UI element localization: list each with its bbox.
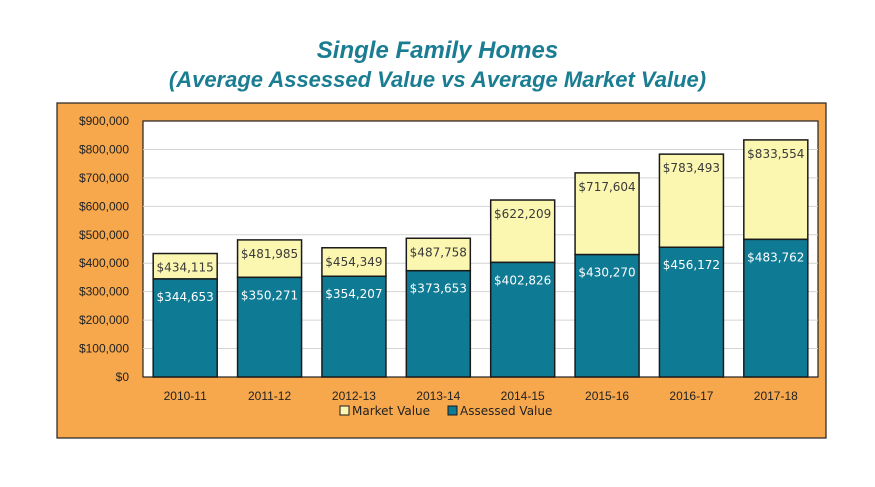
bar-market-value <box>574 172 640 256</box>
market-value-label: $454,349 <box>325 255 382 269</box>
chart-title-block: Single Family Homes (Average Assessed Va… <box>0 36 875 94</box>
assessed-value-label: $373,653 <box>410 282 467 296</box>
x-tick-label: 2011-12 <box>248 389 291 403</box>
market-value-label: $717,604 <box>578 180 635 194</box>
bar-assessed-value <box>152 278 218 378</box>
chart-subtitle: (Average Assessed Value vs Average Marke… <box>168 67 707 92</box>
y-tick-label: $100,000 <box>79 342 129 356</box>
bar-assessed-value <box>658 246 725 378</box>
assessed-value-label: $402,826 <box>494 273 551 287</box>
chart-title: Single Family Homes <box>316 37 559 64</box>
bar-market-value <box>321 247 387 277</box>
assessed-value-label: $456,172 <box>663 258 720 272</box>
x-tick-label: 2010-11 <box>164 389 207 403</box>
bar-assessed-value <box>489 261 556 378</box>
x-tick-label: 2016-17 <box>669 389 713 403</box>
bars: $434,115 $344,653 $481,985 $350,271 $454,349… <box>152 139 809 378</box>
y-tick-label: $200,000 <box>79 313 129 327</box>
market-value-label: $783,493 <box>663 161 720 175</box>
market-value-label: $833,554 <box>747 147 804 161</box>
market-value-label: $434,115 <box>157 261 214 275</box>
bar-market-value <box>236 239 303 279</box>
y-axis-ticks: $0 $100,000 $200,000 $300,000 $400,000 $500,0… <box>79 114 129 384</box>
x-tick-label: 2015-16 <box>585 389 629 403</box>
market-value-label: $622,209 <box>494 207 551 221</box>
bar-market-value <box>658 153 725 248</box>
legend: Market Value Assessed Value <box>339 404 552 418</box>
y-tick-label: $700,000 <box>79 171 129 185</box>
y-tick-label: $600,000 <box>79 199 129 213</box>
x-axis-ticks: 2010-11 2011-12 2012-13 2013-14 2014-15 2015-… <box>164 389 799 403</box>
y-tick-label: $500,000 <box>79 228 129 242</box>
legend-swatch <box>447 405 458 416</box>
y-tick-label: $900,000 <box>79 114 129 128</box>
x-tick-label: 2012-13 <box>332 389 376 403</box>
y-tick-label: $400,000 <box>79 256 129 270</box>
legend-label: Assessed Value <box>460 404 552 418</box>
assessed-value-label: $350,271 <box>241 288 298 302</box>
assessed-value-label: $483,762 <box>747 250 804 264</box>
bar-market-value <box>405 237 472 272</box>
assessed-value-label: $430,270 <box>578 266 635 280</box>
bar-assessed-value <box>743 238 809 378</box>
market-value-label: $481,985 <box>241 247 298 261</box>
y-tick-label: $0 <box>116 370 130 384</box>
assessed-value-label: $344,653 <box>157 290 214 304</box>
bar-assessed-value <box>236 276 303 378</box>
assessed-value-label: $354,207 <box>325 287 382 301</box>
legend-label: Market Value <box>352 404 430 418</box>
x-tick-label: 2017-18 <box>754 389 798 403</box>
legend-swatch <box>339 405 350 416</box>
y-tick-label: $300,000 <box>79 285 129 299</box>
y-tick-label: $800,000 <box>79 142 129 156</box>
bar-market-value <box>743 139 809 241</box>
x-tick-label: 2013-14 <box>416 389 460 403</box>
x-tick-label: 2014-15 <box>501 389 545 403</box>
bar-assessed-value <box>574 253 640 378</box>
bar-assessed-value <box>321 275 387 378</box>
bar-market-value <box>152 252 218 280</box>
bar-assessed-value <box>405 269 472 378</box>
bar-market-value <box>489 199 556 264</box>
market-value-label: $487,758 <box>410 245 467 259</box>
